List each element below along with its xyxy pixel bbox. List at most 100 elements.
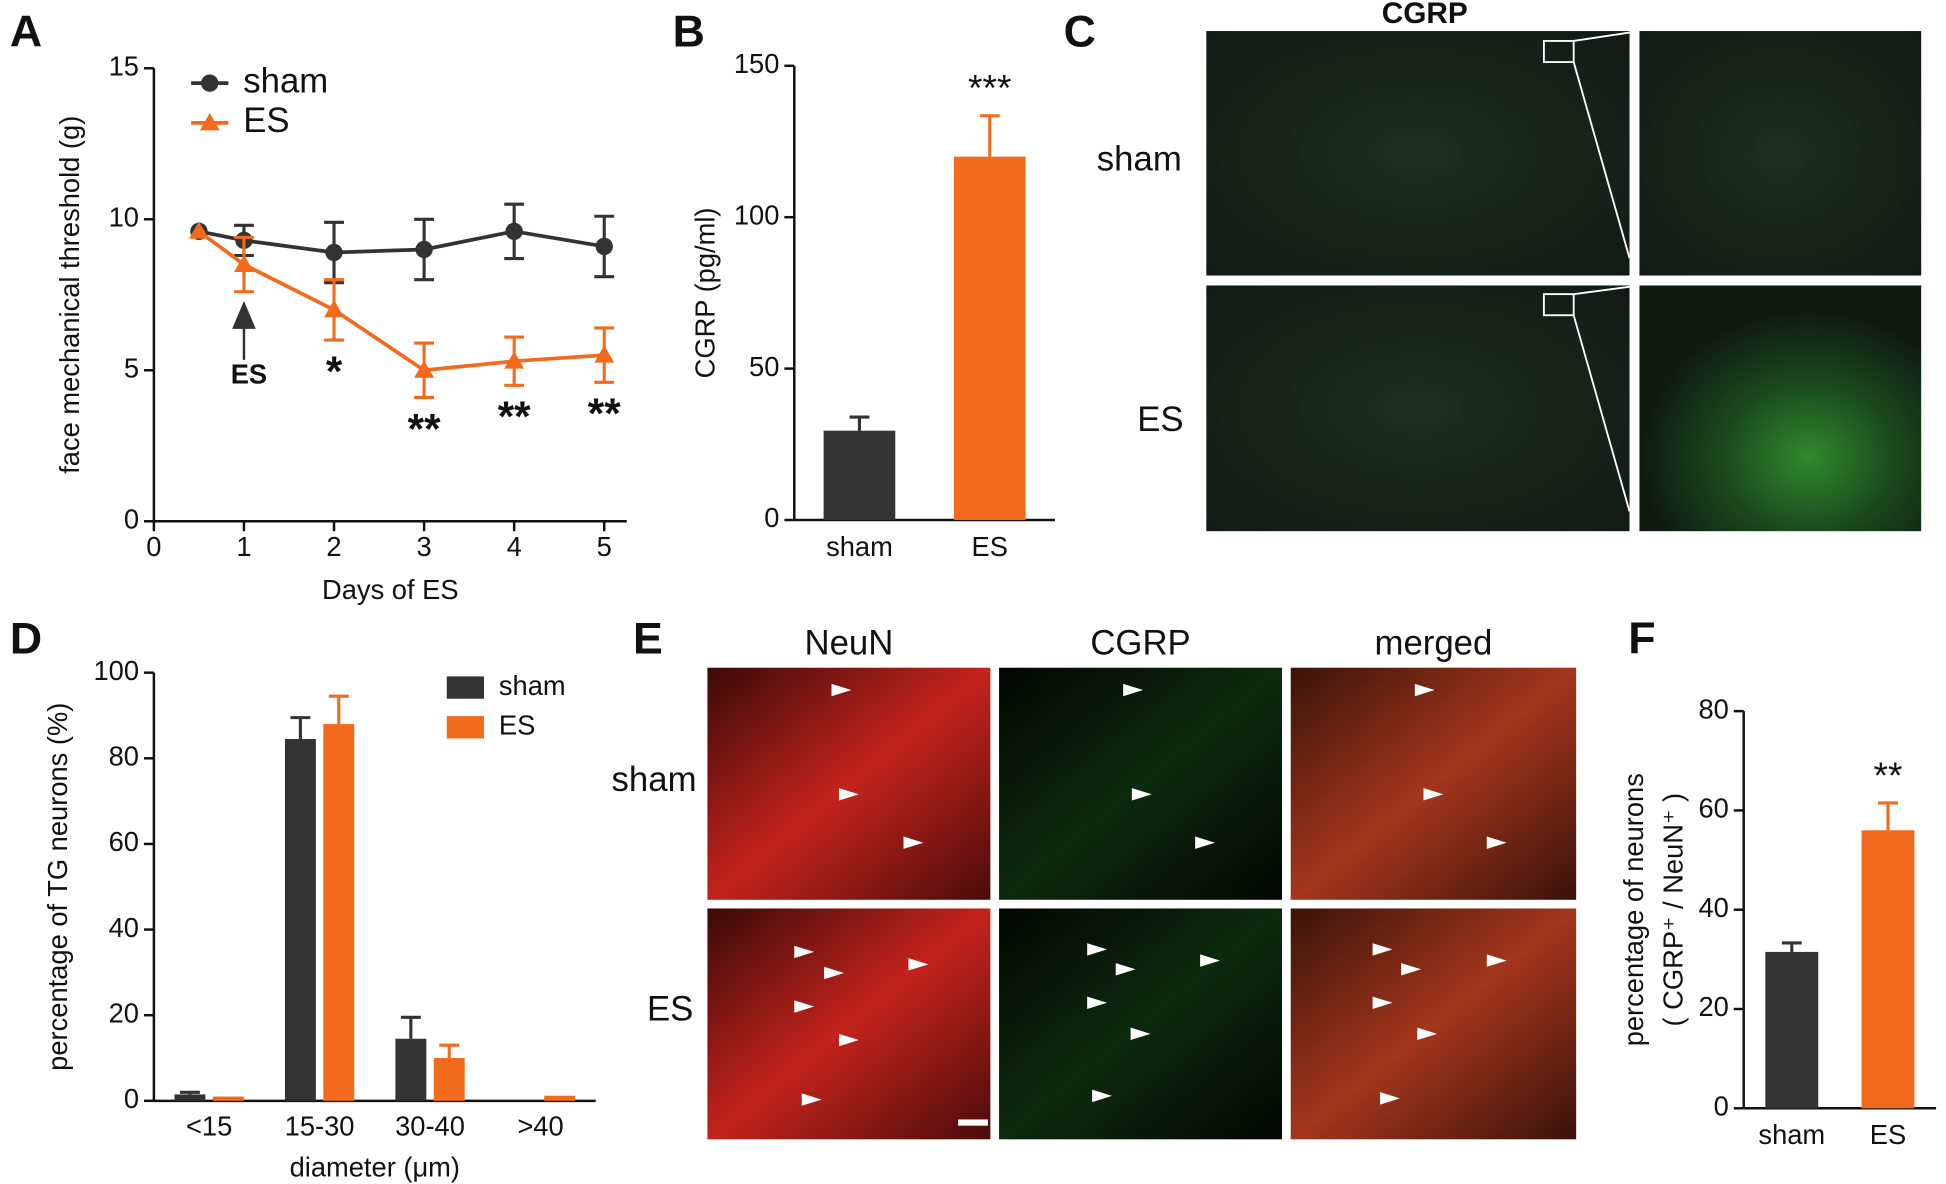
marker xyxy=(594,345,615,363)
column-label: merged xyxy=(1375,625,1493,663)
y-tick-label: 40 xyxy=(109,912,139,943)
bar xyxy=(284,739,316,1101)
bar xyxy=(544,1095,576,1101)
y-tick-label: 80 xyxy=(1698,693,1728,724)
x-tick-label: 15-30 xyxy=(285,1110,355,1141)
x-tick-label: >40 xyxy=(517,1110,563,1141)
y-tick-label: 50 xyxy=(749,351,779,382)
legend-label: ES xyxy=(243,102,289,140)
x-tick-label: ES xyxy=(972,531,1008,562)
bar xyxy=(212,1096,244,1101)
image-title: CGRP xyxy=(1382,0,1468,30)
y-tick-label: 80 xyxy=(109,741,139,772)
significance: ** xyxy=(1873,754,1902,796)
panel-letter: A xyxy=(10,8,42,57)
marker xyxy=(188,221,209,239)
significance: *** xyxy=(968,67,1011,109)
significance: ** xyxy=(588,390,621,437)
column-label: NeuN xyxy=(804,625,893,663)
zoom-box xyxy=(1542,40,1575,63)
marker xyxy=(324,299,344,318)
panel-letter: B xyxy=(673,8,705,57)
legend-label: ES xyxy=(499,709,535,740)
zoom-box xyxy=(1542,293,1575,317)
x-tick-label: 1 xyxy=(236,531,251,562)
bar xyxy=(1861,830,1915,1109)
x-axis-label: Days of ES xyxy=(322,574,459,605)
micrograph xyxy=(1639,31,1922,276)
panel-letter: F xyxy=(1628,614,1655,663)
micrograph xyxy=(999,667,1283,900)
series-line xyxy=(198,229,605,255)
y-axis-label: CGRP (pg/ml) xyxy=(690,207,721,378)
marker xyxy=(415,240,433,259)
zoom-line xyxy=(1572,30,1640,512)
y-tick-label: 100 xyxy=(93,655,139,686)
row-label: ES xyxy=(1137,401,1183,439)
y-tick-label: 60 xyxy=(1698,793,1728,824)
y-tick-label: 60 xyxy=(109,826,139,857)
x-tick-label: 30-40 xyxy=(395,1110,465,1141)
y-tick-label: 15 xyxy=(109,50,139,81)
micrograph xyxy=(707,667,991,900)
micrograph xyxy=(1290,667,1577,900)
bar xyxy=(174,1094,206,1101)
y-tick-label: 100 xyxy=(734,199,780,230)
annotation-arrow xyxy=(232,300,256,360)
micrograph xyxy=(1290,908,1577,1140)
micrograph xyxy=(1206,31,1630,276)
y-tick-label: 40 xyxy=(1698,892,1728,923)
marker xyxy=(504,351,525,369)
y-axis-label: ( CGRP⁺ / NeuN⁺ ) xyxy=(1658,793,1689,1027)
x-tick-label: sham xyxy=(1758,1119,1825,1150)
bar xyxy=(823,430,896,521)
marker xyxy=(234,254,254,273)
x-tick-label: ES xyxy=(1870,1119,1906,1150)
legend-swatch xyxy=(446,676,485,699)
y-tick-label: 150 xyxy=(734,48,780,79)
x-tick-label: <15 xyxy=(186,1110,232,1141)
panel-letter: C xyxy=(1064,8,1096,57)
row-label: sham xyxy=(1097,141,1182,179)
row-label: ES xyxy=(647,991,693,1029)
y-tick-label: 0 xyxy=(1714,1091,1729,1122)
y-axis-label: percentage of neurons xyxy=(1618,773,1649,1046)
micrograph xyxy=(1206,285,1630,532)
bar xyxy=(953,156,1026,521)
arrowheads xyxy=(794,683,1507,1106)
x-tick-label: sham xyxy=(826,531,893,562)
micrograph xyxy=(999,908,1283,1140)
y-tick-label: 20 xyxy=(1698,991,1728,1022)
bar xyxy=(323,724,355,1101)
marker xyxy=(595,237,613,256)
series-line xyxy=(197,229,605,373)
annotation: ES xyxy=(231,358,267,389)
y-axis-label: face mechanical threshold (g) xyxy=(54,116,85,474)
y-tick-label: 10 xyxy=(109,201,139,232)
marker xyxy=(505,222,523,241)
significance: ** xyxy=(408,405,441,452)
marker xyxy=(414,360,435,378)
x-tick-label: 4 xyxy=(507,531,522,562)
legend-label: sham xyxy=(499,670,566,701)
significance: ** xyxy=(498,393,531,440)
y-axis-label: percentage of TG neurons (%) xyxy=(42,703,73,1071)
scale-bar xyxy=(958,1119,988,1126)
legend-swatch xyxy=(446,716,485,739)
x-axis-label: diameter (μm) xyxy=(290,1151,460,1182)
micrograph xyxy=(1639,285,1922,532)
y-tick-label: 20 xyxy=(109,997,139,1028)
y-tick-label: 0 xyxy=(124,1083,139,1114)
bar xyxy=(395,1038,427,1101)
marker xyxy=(325,243,343,262)
bar xyxy=(1765,951,1819,1109)
significance: * xyxy=(326,348,343,395)
panel-letter: D xyxy=(10,614,42,663)
y-tick-label: 0 xyxy=(764,502,779,533)
bar xyxy=(433,1058,465,1101)
x-tick-label: 3 xyxy=(416,531,431,562)
column-label: CGRP xyxy=(1090,625,1190,663)
y-tick-label: 5 xyxy=(124,352,139,383)
micrograph xyxy=(707,908,991,1140)
